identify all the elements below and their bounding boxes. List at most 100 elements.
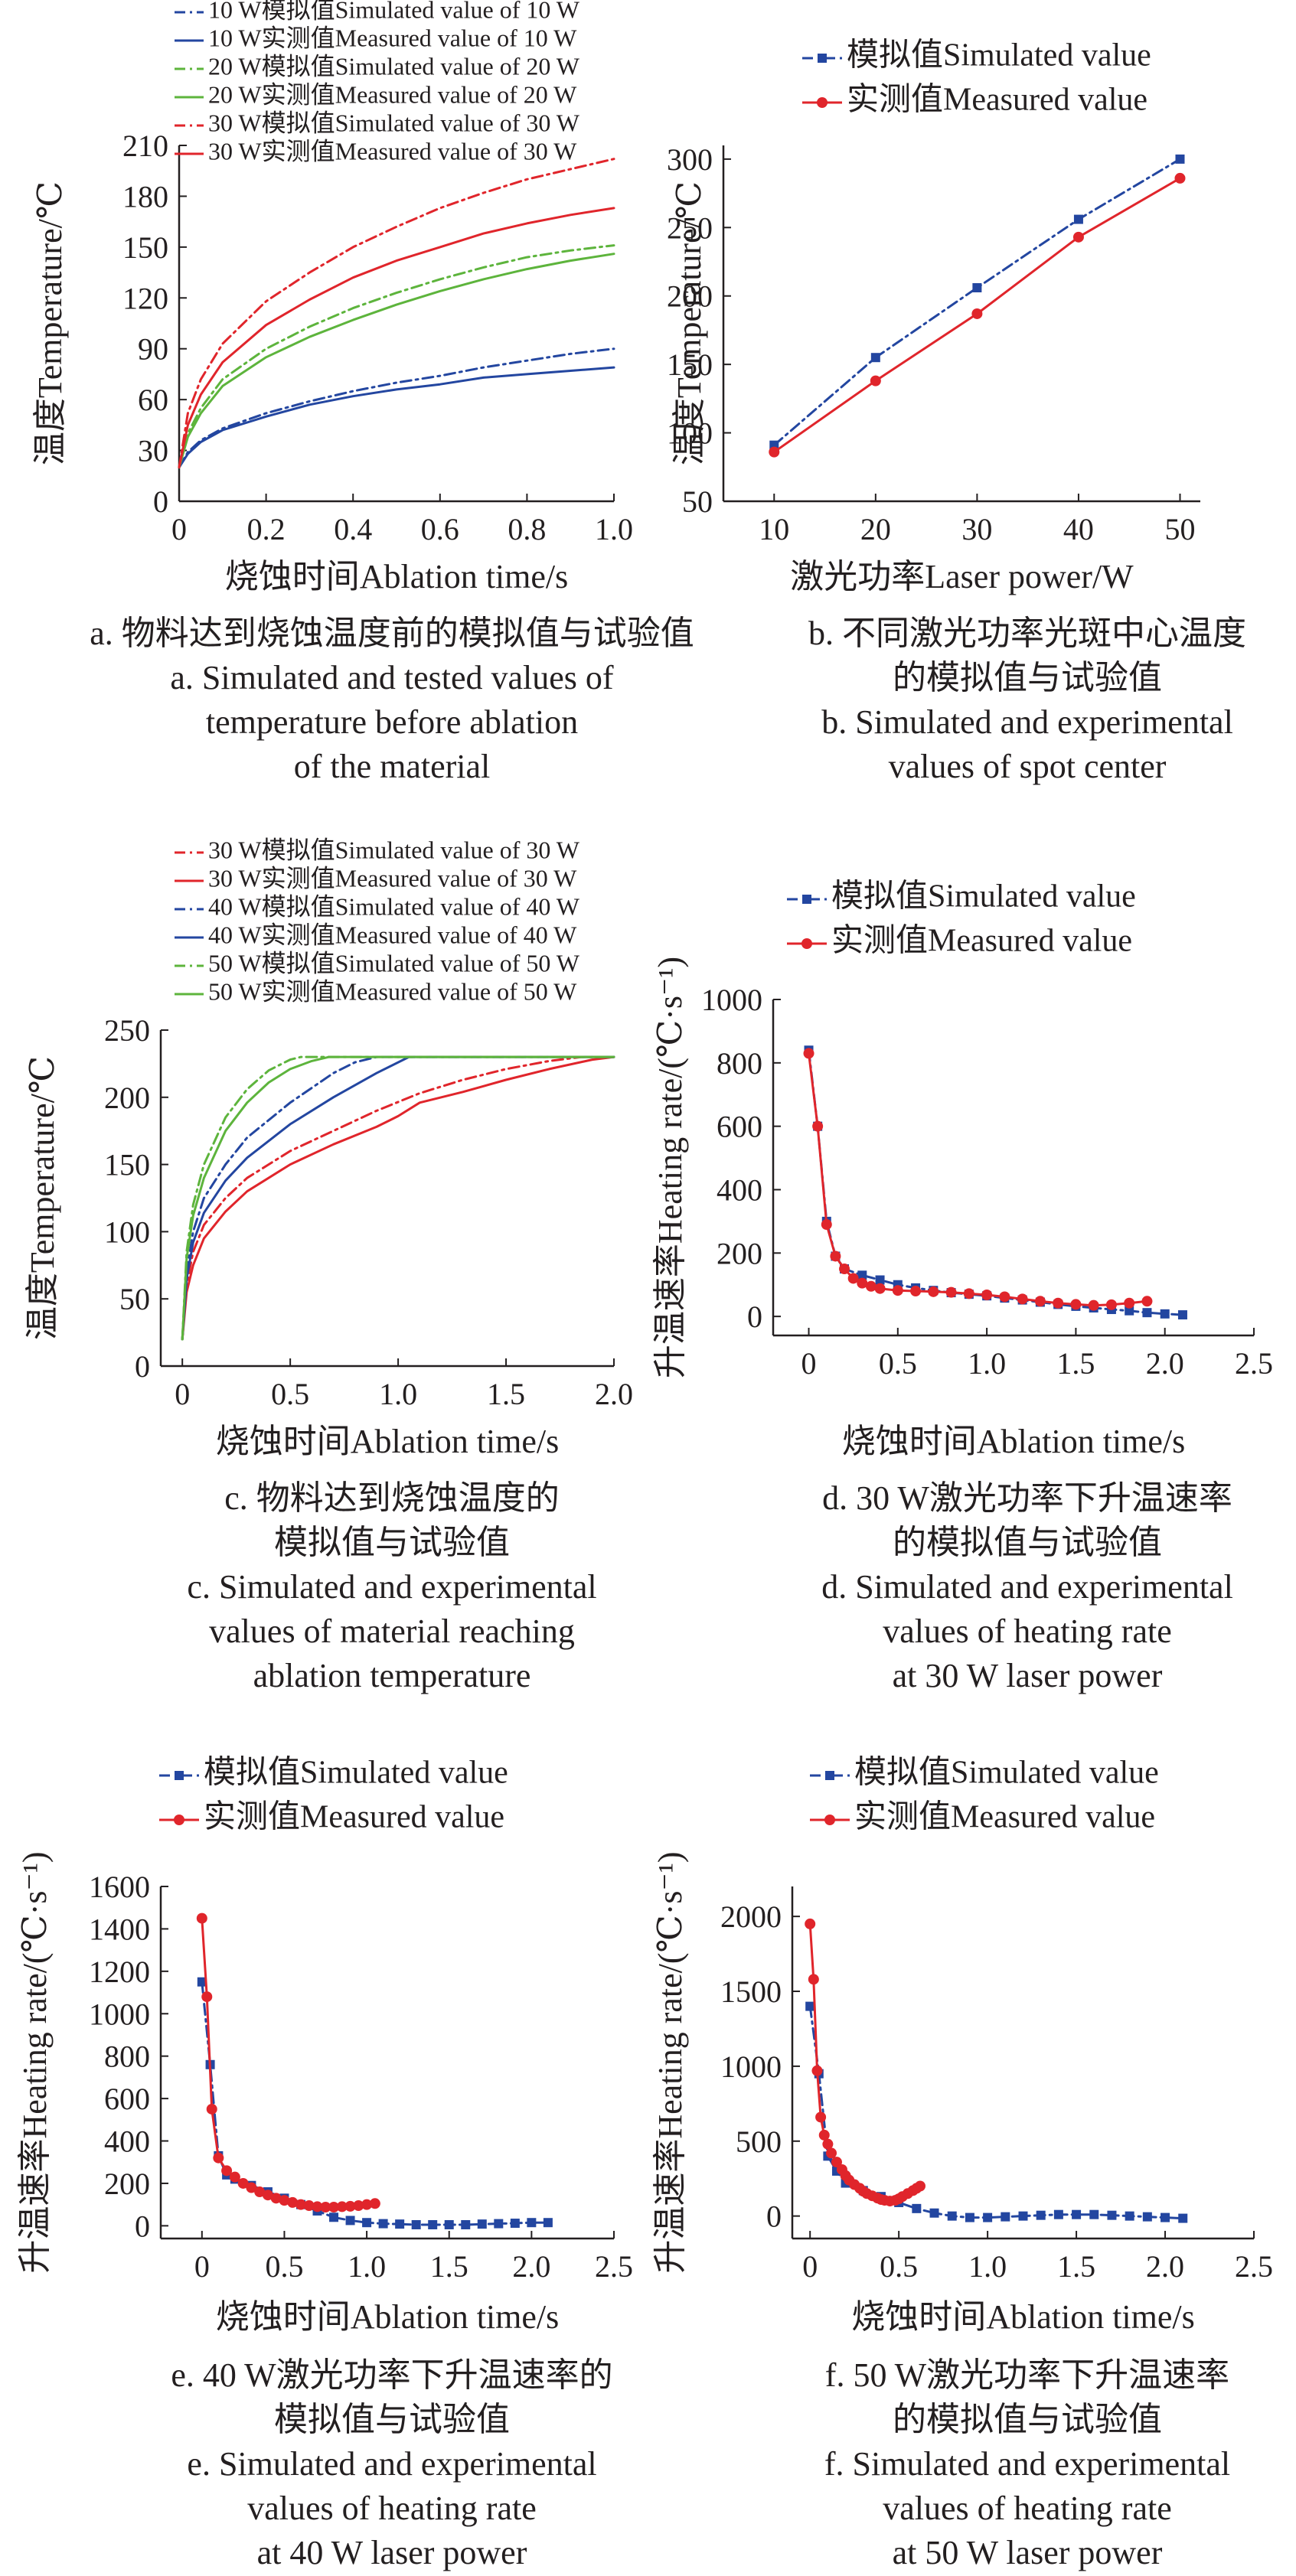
chart-a: 0 0.2 0.4 0.6 0.8 1.0 0 30 60 90 120 150 180 210 烧蚀时间A… [31, 0, 694, 785]
series-line [178, 207, 615, 469]
x-tick-label: 2.0 [512, 2249, 550, 2284]
data-point [369, 2198, 380, 2209]
x-axis-label: 烧蚀时间Ablation time/s [851, 2298, 1195, 2336]
legend-entry: 10 W实测值Measured value of 10 W [208, 24, 577, 51]
y-tick-label: 0 [747, 1299, 762, 1334]
legend: 模拟值Simulated value 实测值Measured value [787, 879, 1136, 959]
data-point [221, 2165, 233, 2177]
series-4 [181, 1055, 615, 1341]
caption-line: b. Simulated and experimental [821, 703, 1233, 741]
caption-line: b. 不同激光功率光斑中心温度 [808, 615, 1246, 652]
legend-entry: 40 W实测值Measured value of 40 W [208, 921, 577, 948]
data-point [1178, 2213, 1188, 2223]
data-point [857, 1270, 867, 1280]
data-point [1175, 154, 1185, 164]
y-tick-label: 400 [717, 1172, 762, 1207]
data-point [1036, 2210, 1046, 2220]
caption-line: at 40 W laser power [257, 2534, 527, 2571]
data-point [1107, 2210, 1117, 2220]
y-tick-label: 0 [135, 2209, 150, 2243]
legend-entry: 50 W模拟值Simulated value of 50 W [208, 949, 580, 977]
data-point [981, 1289, 993, 1300]
x-tick-label: 1.0 [968, 2249, 1007, 2284]
x-tick-label: 10 [759, 512, 789, 546]
x-tick-label: 0 [175, 1377, 190, 1411]
data-point [874, 1283, 886, 1294]
data-point [444, 2219, 454, 2229]
data-point [1017, 1293, 1028, 1305]
x-tick-label: 20 [860, 512, 891, 546]
data-point [378, 2219, 388, 2229]
data-point [312, 2201, 323, 2212]
data-point [411, 2219, 421, 2229]
data-point [246, 2182, 257, 2193]
y-tick-label: 400 [104, 2124, 150, 2159]
x-tick-label: 0.4 [334, 512, 372, 546]
data-point [428, 2219, 438, 2229]
data-point [1053, 1297, 1064, 1309]
legend-entry: 模拟值Simulated value [854, 1756, 1159, 1791]
caption-line: f. 50 W激光功率下升温速率 [825, 2356, 1229, 2394]
legend-entry: 50 W实测值Measured value of 50 W [208, 977, 577, 1005]
y-tick-label: 600 [717, 1110, 762, 1144]
data-point [821, 1219, 832, 1231]
data-point [875, 1275, 885, 1285]
y-tick-label: 1500 [720, 1974, 782, 2009]
caption-line: 模拟值与试验值 [274, 1524, 510, 1561]
caption: a. 物料达到烧蚀温度前的模拟值与试验值 a. Simulated and tes… [90, 615, 694, 785]
legend-entry: 20 W模拟值Simulated value of 20 W [208, 52, 580, 80]
legend: 模拟值Simulated value 实测值Measured value [810, 1756, 1159, 1835]
data-point [320, 2201, 331, 2212]
y-tick-label: 1200 [89, 1955, 150, 1989]
series-line [772, 158, 1181, 447]
series-line [181, 1055, 615, 1341]
y-tick-label: 50 [119, 1282, 150, 1316]
series-2 [178, 366, 615, 469]
x-tick-label: 2.5 [1235, 1346, 1273, 1381]
data-point [983, 2212, 993, 2222]
y-tick-label: 0 [153, 484, 168, 519]
legend-entry: 模拟值Simulated value [831, 879, 1136, 915]
series-2 [803, 1048, 1153, 1311]
y-tick-label: 50 [682, 484, 713, 519]
chart-e: 0 0.5 1.0 1.5 2.0 2.5 0 200 400 600 800 1000 1200 140… [16, 1756, 633, 2571]
data-point [965, 2212, 974, 2222]
series-line [181, 1055, 615, 1341]
data-point [344, 2200, 356, 2212]
data-point [945, 1286, 957, 1298]
x-tick-label: 0.8 [508, 512, 546, 546]
data-point [857, 1277, 868, 1289]
caption-line: e. 40 W激光功率下升温速率的 [171, 2356, 612, 2394]
x-tick-label: 0 [194, 2249, 210, 2284]
y-tick-label: 0 [135, 1349, 150, 1384]
x-tick-label: 1.0 [348, 2249, 386, 2284]
data-point [303, 2200, 315, 2212]
x-tick-label: 50 [1164, 512, 1195, 546]
caption-line: d. Simulated and experimental [821, 1568, 1233, 1606]
data-point [769, 446, 780, 458]
data-point [870, 375, 881, 386]
series-5 [181, 1055, 615, 1341]
x-tick-label: 0.2 [247, 512, 286, 546]
data-point [815, 2111, 827, 2123]
y-tick-label: 800 [717, 1046, 762, 1081]
y-tick-label: 120 [122, 281, 168, 315]
y-tick-label: 30 [138, 434, 168, 468]
y-tick-label: 200 [667, 279, 713, 314]
data-point [1125, 1306, 1134, 1316]
x-tick-label: 2.0 [595, 1377, 633, 1411]
data-point [1124, 1297, 1135, 1309]
x-tick-label: 1.5 [1057, 2249, 1095, 2284]
caption-line: values of heating rate [883, 1612, 1172, 1650]
data-point [818, 2129, 830, 2141]
data-point [543, 2218, 553, 2228]
data-point [1161, 2212, 1170, 2222]
data-point [808, 1974, 819, 1985]
x-tick-label: 0.5 [265, 2249, 303, 2284]
series-line [181, 1055, 615, 1341]
caption-line: a. 物料达到烧蚀温度前的模拟值与试验值 [90, 615, 694, 652]
series-1 [181, 1055, 615, 1341]
data-point [822, 2138, 834, 2150]
